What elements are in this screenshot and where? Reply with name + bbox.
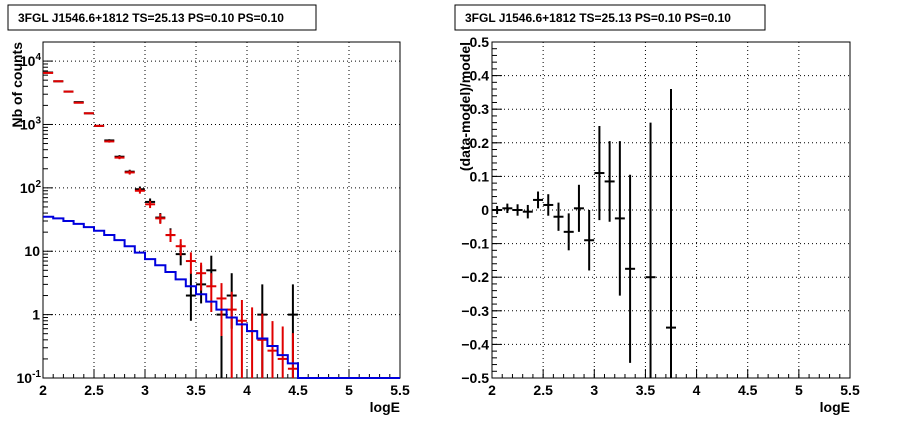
left-x-axis: 2 2.5 3 3.5 4 4.5 5 5.5	[39, 369, 410, 398]
right-x-tick-label: 3.5	[636, 382, 656, 398]
right-x-tick-label: 4.5	[738, 382, 758, 398]
model-step-line	[43, 215, 400, 379]
left-y-tick-label: 1	[32, 307, 40, 323]
right-x-tick-label: 3	[590, 382, 598, 398]
left-y-tick-label: 102	[20, 179, 42, 196]
left-chart-title: 3FGL J1546.6+1812 TS=25.13 PS=0.10 PS=0.…	[18, 11, 284, 25]
right-chart-title: 3FGL J1546.6+1812 TS=25.13 PS=0.10 PS=0.…	[465, 11, 731, 25]
right-y-tick-label: 0	[481, 202, 489, 218]
left-series-group	[43, 71, 400, 379]
left-x-tick-label: 2.5	[84, 382, 104, 398]
right-y-axis-label: (data-model)/model	[457, 42, 473, 171]
right-y-tick-label: −0.3	[461, 303, 489, 319]
left-x-tick-label: 4	[243, 382, 251, 398]
left-x-axis-label: logE	[370, 399, 400, 415]
left-y-tick-label: 10	[24, 243, 40, 259]
right-x-axis: 2 2.5 3 3.5 4 4.5 5 5.5	[488, 369, 860, 398]
right-y-tick-label: 0.1	[470, 168, 490, 184]
right-y-tick-label: −0.1	[461, 236, 489, 252]
left-y-axis-label: Nb of counts	[9, 42, 25, 128]
left-x-tick-label: 5	[345, 382, 353, 398]
right-y-tick-label: −0.5	[461, 370, 489, 386]
right-x-tick-label: 2.5	[533, 382, 553, 398]
right-x-tick-label: 2	[488, 382, 496, 398]
right-panel: 3FGL J1546.6+1812 TS=25.13 PS=0.10 PS=0.…	[454, 4, 860, 415]
left-y-tick-label: 10-1	[17, 369, 42, 386]
right-x-tick-label: 5.5	[840, 382, 860, 398]
right-y-tick-label: 0.3	[470, 101, 490, 117]
right-y-axis: −0.5 −0.4 −0.3 −0.2 −0.1 0 0.1 0.2 0.3 0.4 0.5	[461, 34, 502, 386]
right-y-tick-label: −0.4	[461, 336, 489, 352]
right-y-tick-label: 0.4	[470, 68, 490, 84]
left-x-tick-label: 5.5	[390, 382, 410, 398]
left-x-tick-label: 3	[141, 382, 149, 398]
right-y-tick-label: 0.5	[470, 34, 490, 50]
left-x-tick-label: 4.5	[288, 382, 308, 398]
left-x-tick-label: 3.5	[186, 382, 206, 398]
right-y-tick-label: −0.2	[461, 269, 489, 285]
right-x-axis-label: logE	[820, 399, 850, 415]
right-series-group	[492, 89, 676, 378]
right-title-box	[454, 4, 766, 31]
left-x-tick-label: 2	[39, 382, 47, 398]
left-grid	[43, 42, 400, 378]
right-x-tick-label: 4	[693, 382, 701, 398]
left-title-box	[7, 4, 317, 31]
right-x-tick-label: 5	[795, 382, 803, 398]
right-grid	[492, 42, 850, 378]
left-panel: 3FGL J1546.6+1812 TS=25.13 PS=0.10 PS=0.…	[7, 4, 410, 415]
right-y-tick-label: 0.2	[470, 135, 490, 151]
